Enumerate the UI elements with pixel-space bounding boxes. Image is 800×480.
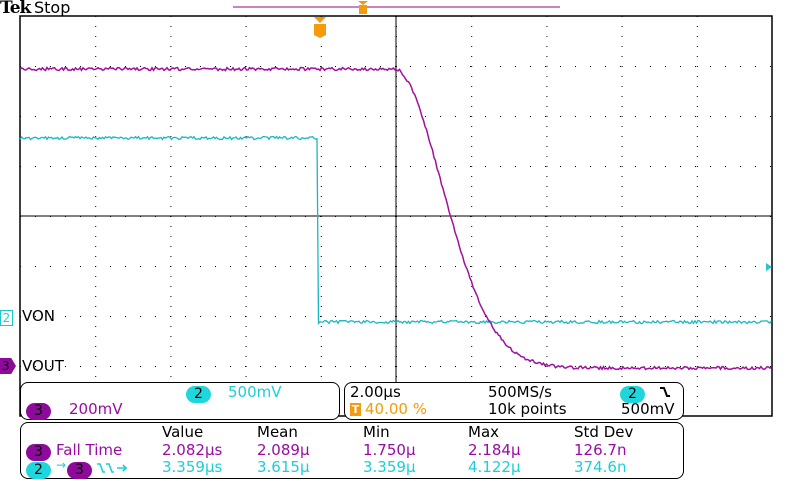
- header-min: Min: [363, 423, 390, 441]
- header-value: Value: [162, 423, 203, 441]
- falling-edge-icon: [659, 386, 671, 398]
- measurements-panel[interactable]: Value Mean Min Max Std Dev 3 Fall Time 2…: [20, 422, 684, 479]
- trigger-position-marker-record: [358, 1, 368, 14]
- vertical-scale-panel[interactable]: 2 500mV 3 200mV: [20, 382, 340, 420]
- min: 1.750µ: [363, 441, 416, 459]
- header-mean: Mean: [257, 423, 298, 441]
- ch2-badge: 2: [186, 386, 211, 403]
- record-length: 10k points: [488, 400, 567, 418]
- trigger-position-icon: [314, 17, 326, 38]
- value: 3.359µs: [162, 458, 222, 476]
- max: 4.122µ: [468, 458, 521, 476]
- value: 2.082µs: [162, 441, 222, 459]
- ch2-label: VON: [22, 307, 55, 325]
- ch3-badge: 3: [26, 403, 51, 420]
- time-per-div: 2.00µs: [350, 383, 401, 401]
- mean: 2.089µ: [257, 441, 310, 459]
- horizontal-trigger-panel[interactable]: 2.00µs 500MS/s 2 T 40.00 % 10k points 50…: [344, 382, 684, 420]
- delay-falling-icon: [96, 462, 128, 475]
- ch2-scale: 500mV: [228, 383, 282, 401]
- trigger-position-icon: T: [350, 403, 361, 416]
- measurement-name: Fall Time: [56, 441, 122, 459]
- header-std-dev: Std Dev: [574, 423, 633, 441]
- mean: 3.615µ: [257, 458, 310, 476]
- target-badge: 3: [67, 462, 92, 479]
- ch3-scale: 200mV: [69, 400, 123, 418]
- ch3-label: VOUT: [22, 357, 64, 375]
- header-max: Max: [468, 423, 499, 441]
- trigger-level-icon: [766, 263, 772, 271]
- source-badge: 2: [26, 462, 51, 479]
- trigger-position: 40.00 %: [365, 400, 427, 418]
- std-dev: 126.7n: [574, 441, 626, 459]
- sample-rate: 500MS/s: [488, 383, 552, 401]
- min: 3.359µ: [363, 458, 416, 476]
- trigger-level: 500mV: [621, 400, 675, 418]
- std-dev: 374.6n: [574, 458, 626, 476]
- max: 2.184µ: [468, 441, 521, 459]
- ch2-marker[interactable]: 2: [0, 308, 13, 326]
- source-badge: 3: [26, 444, 51, 461]
- arrow-right-icon: →: [56, 458, 66, 472]
